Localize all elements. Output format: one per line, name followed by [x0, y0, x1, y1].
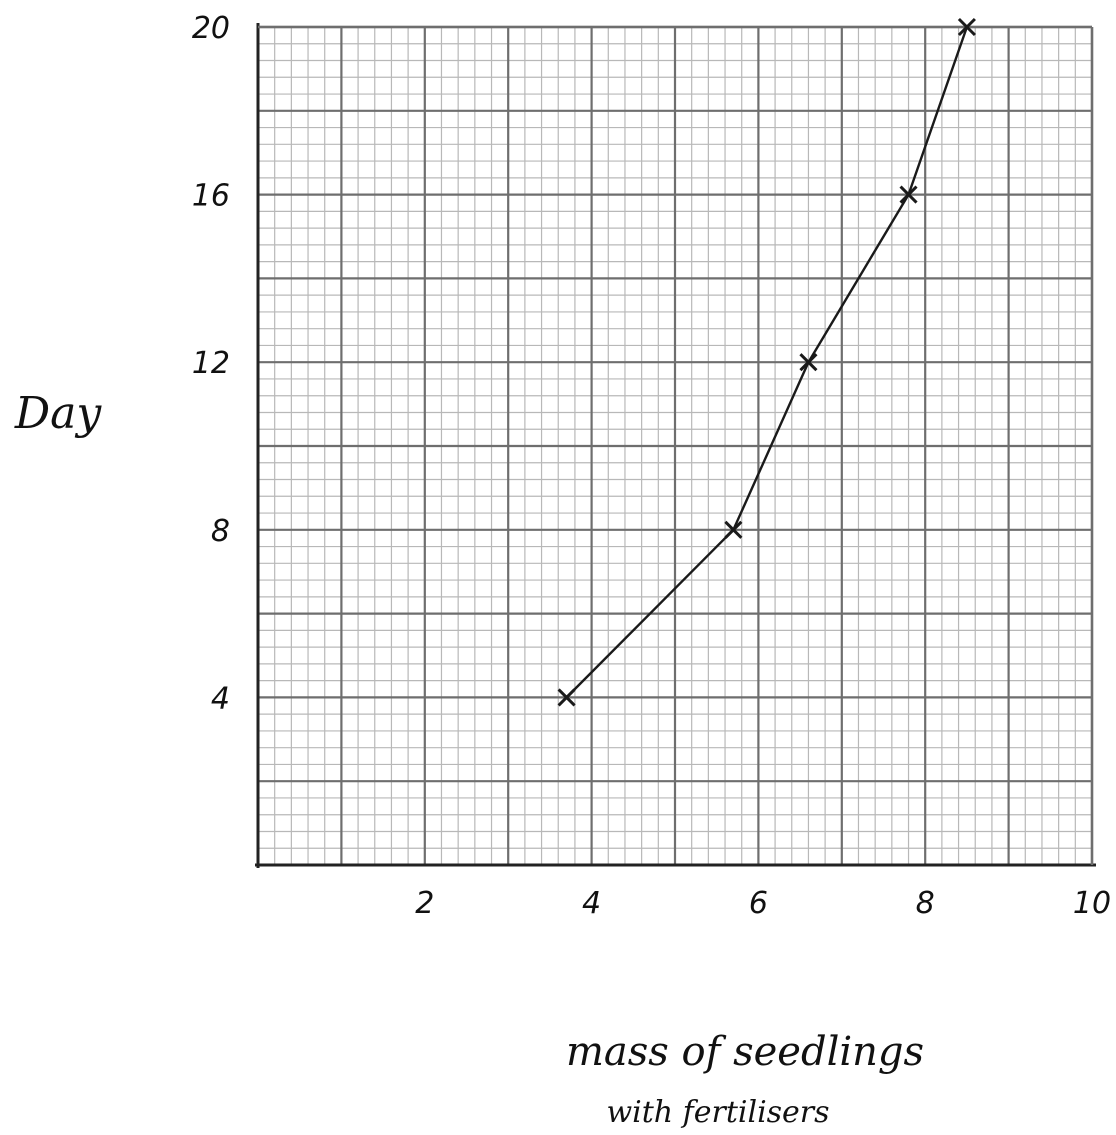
x-tick-label: 10 [1073, 886, 1111, 921]
data-point-marker [957, 17, 976, 37]
marker-stroke [899, 185, 918, 204]
marker-stroke [557, 688, 576, 707]
x-tick-label: 2 [415, 886, 434, 921]
data-point-marker [724, 520, 743, 539]
axes [255, 23, 1096, 868]
x-tick-label: 8 [916, 886, 935, 921]
data-point-marker [557, 688, 576, 707]
y-tick-label: 8 [211, 514, 230, 549]
x-tick-labels: 2 4 6 8 10 [415, 886, 1111, 921]
y-axis-title: Day [14, 388, 103, 439]
x-axis-title-line1: mass of seedlings [566, 1029, 924, 1075]
marker-stroke [724, 520, 743, 539]
y-tick-label: 20 [192, 11, 230, 46]
y-tick-label: 4 [211, 681, 230, 716]
x-axis-title-line2: with fertilisers [606, 1095, 829, 1130]
marker-stroke [799, 353, 818, 372]
data-point-marker [799, 353, 818, 372]
x-tick-label: 4 [582, 886, 601, 921]
series-group [557, 17, 976, 707]
y-tick-label: 12 [192, 346, 230, 381]
y-tick-label: 16 [192, 179, 230, 214]
y-tick-labels: 4 8 12 16 20 [192, 11, 230, 716]
x-tick-label: 6 [749, 886, 768, 921]
data-point-marker [899, 185, 918, 204]
marker-stroke [957, 17, 976, 37]
